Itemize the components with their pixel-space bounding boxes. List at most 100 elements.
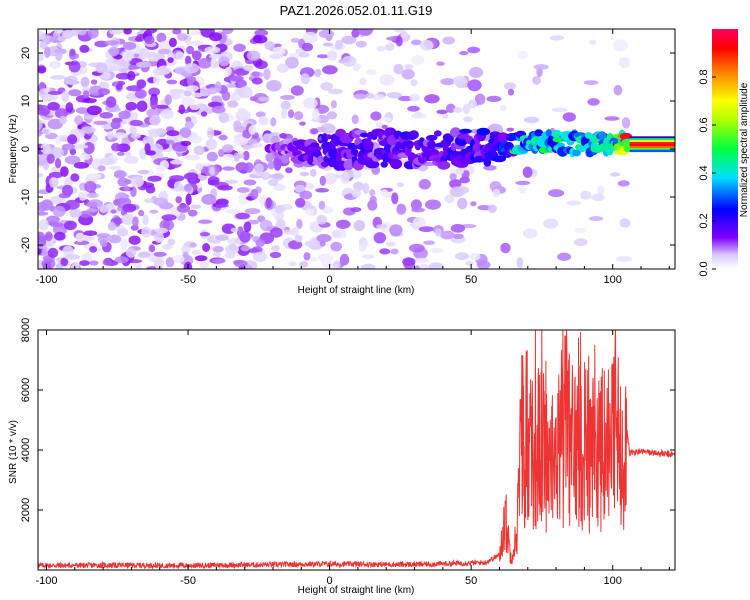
spectrogram-noise-blob bbox=[318, 200, 326, 210]
spectrogram-noise-blob bbox=[322, 42, 334, 47]
spectrogram-noise-blob bbox=[301, 42, 313, 52]
spectrogram-noise-blob bbox=[260, 172, 271, 180]
spectrogram-ridge-blob bbox=[426, 134, 438, 141]
spectrogram-noise-blob bbox=[43, 93, 58, 101]
spectrogram-noise-blob bbox=[467, 79, 482, 92]
spectrogram-noise-blob bbox=[268, 173, 285, 179]
spectrogram-noise-blob bbox=[130, 176, 144, 188]
y-tick-label: 4000 bbox=[20, 438, 32, 462]
spectrogram-noise-blob bbox=[523, 116, 540, 124]
spectrogram-noise-blob bbox=[147, 175, 162, 182]
spectrogram-noise-blob bbox=[190, 204, 202, 209]
spectrogram-noise-blob bbox=[321, 206, 334, 214]
spectrogram-noise-blob bbox=[183, 90, 192, 97]
spectrogram-noise-blob bbox=[186, 45, 195, 55]
spectrogram-tone-band bbox=[629, 142, 675, 145]
spectrogram-noise-blob bbox=[517, 51, 529, 59]
spectrogram-noise-blob bbox=[64, 155, 81, 165]
spectrogram-noise-blob bbox=[77, 191, 90, 199]
spectrogram-noise-blob bbox=[83, 142, 95, 154]
spectrogram-noise-blob bbox=[165, 139, 175, 145]
spectrogram-noise-blob bbox=[317, 253, 334, 263]
spectrogram-noise-blob bbox=[89, 260, 99, 266]
spectrogram-noise-blob bbox=[67, 134, 78, 145]
spectrogram-tone-edge bbox=[629, 136, 675, 138]
spectrogram-noise-blob bbox=[81, 126, 96, 134]
spectrogram-noise-blob bbox=[166, 130, 180, 137]
spectrogram-noise-blob bbox=[80, 76, 90, 88]
spectrogram-noise-blob bbox=[38, 130, 43, 137]
spectrogram-noise-blob bbox=[616, 255, 632, 263]
spectrogram-noise-blob bbox=[412, 217, 427, 228]
spectrogram-noise-blob bbox=[351, 169, 362, 180]
spectrogram-noise-blob bbox=[243, 150, 250, 161]
spectrogram-noise-blob bbox=[285, 167, 293, 174]
spectrogram-noise-blob bbox=[360, 263, 376, 269]
spectrogram-noise-blob bbox=[280, 100, 291, 110]
spectrogram-noise-blob bbox=[61, 143, 75, 151]
spectrogram-noise-blob bbox=[504, 82, 516, 90]
spectrogram-noise-blob bbox=[376, 45, 386, 52]
spectrogram-noise-blob bbox=[155, 104, 169, 109]
spectrogram-noise-blob bbox=[573, 238, 588, 247]
spectrogram-noise-blob bbox=[207, 87, 218, 95]
spectrogram-noise-blob bbox=[613, 39, 629, 52]
colorbar: 0.0 0.2 0.4 0.6 0.8 Normalized spectral ampl… bbox=[698, 29, 750, 277]
spectrogram-noise-blob bbox=[124, 179, 133, 185]
spectrogram-noise-blob bbox=[227, 237, 243, 245]
spectrogram-noise-blob bbox=[137, 169, 149, 175]
spectrogram-noise-blob bbox=[457, 197, 468, 210]
spectrogram-noise-blob bbox=[264, 41, 276, 50]
spectrogram-noise-blob bbox=[251, 71, 260, 77]
spectrogram-noise-blob bbox=[146, 29, 158, 34]
spectrogram-ridge-blob bbox=[427, 140, 436, 150]
spectrogram-noise-blob bbox=[298, 52, 310, 58]
spectrogram-noise-blob bbox=[38, 118, 43, 131]
spectrogram-noise-blob bbox=[453, 75, 467, 86]
spectrogram-noise-blob bbox=[49, 222, 64, 228]
spectrogram-noise-blob bbox=[557, 252, 572, 261]
y-tick-label: 8000 bbox=[20, 318, 32, 342]
spectrogram-noise-blob bbox=[125, 247, 137, 258]
spectrogram-ridge-blob bbox=[281, 154, 290, 164]
spectrogram-noise-blob bbox=[224, 67, 232, 76]
spectrogram-noise-blob bbox=[583, 80, 599, 85]
spectrogram-noise-blob bbox=[132, 216, 139, 228]
spectrogram-noise-blob bbox=[562, 112, 576, 122]
spectrogram-noise-blob bbox=[126, 51, 135, 58]
spectrogram-noise-blob bbox=[228, 75, 244, 82]
spectrogram-noise-blob bbox=[79, 210, 93, 218]
spectrogram-noise-blob bbox=[104, 40, 120, 46]
spectrogram-noise-blob bbox=[47, 101, 60, 111]
spectrogram-noise-blob bbox=[470, 201, 477, 207]
spectrogram-noise-blob bbox=[379, 248, 391, 255]
spectrogram-ridge-blob bbox=[534, 129, 544, 137]
spectrogram-noise-blob bbox=[359, 243, 367, 252]
spectrogram-noise-blob bbox=[221, 144, 234, 153]
spectrogram-noise-blob bbox=[205, 138, 218, 150]
spectrogram-noise-blob bbox=[369, 189, 376, 197]
spectrogram-noise-blob bbox=[196, 58, 213, 69]
spectrogram-noise-blob bbox=[359, 77, 367, 85]
spectrogram-noise-blob bbox=[225, 208, 241, 214]
spectrogram-noise-blob bbox=[118, 110, 131, 120]
spectrogram-noise-blob bbox=[38, 235, 47, 248]
spectrogram-noise-blob bbox=[375, 122, 384, 128]
spectrogram-noise-blob bbox=[200, 111, 208, 117]
spectrogram-noise-blob bbox=[516, 257, 524, 269]
spectrogram-ridge-blob bbox=[472, 142, 483, 153]
spectrogram-noise-blob bbox=[117, 228, 129, 237]
spectrogram-noise-blob bbox=[127, 71, 136, 81]
spectrogram-noise-blob bbox=[507, 88, 515, 96]
spectrogram-noise-blob bbox=[371, 93, 385, 101]
spectrogram-noise-blob bbox=[83, 230, 98, 236]
spectrogram-noise-blob bbox=[269, 251, 282, 259]
spectrogram-noise-blob bbox=[209, 166, 216, 176]
spectrogram-noise-blob bbox=[116, 151, 125, 156]
spectrogram-noise-blob bbox=[442, 113, 449, 119]
spectrogram-noise-blob bbox=[83, 115, 95, 120]
spectrogram-noise-blob bbox=[74, 115, 83, 126]
spectrogram-noise-blob bbox=[492, 188, 501, 198]
spectrogram-noise-blob bbox=[50, 75, 66, 80]
spectrogram-noise-blob bbox=[320, 82, 333, 91]
